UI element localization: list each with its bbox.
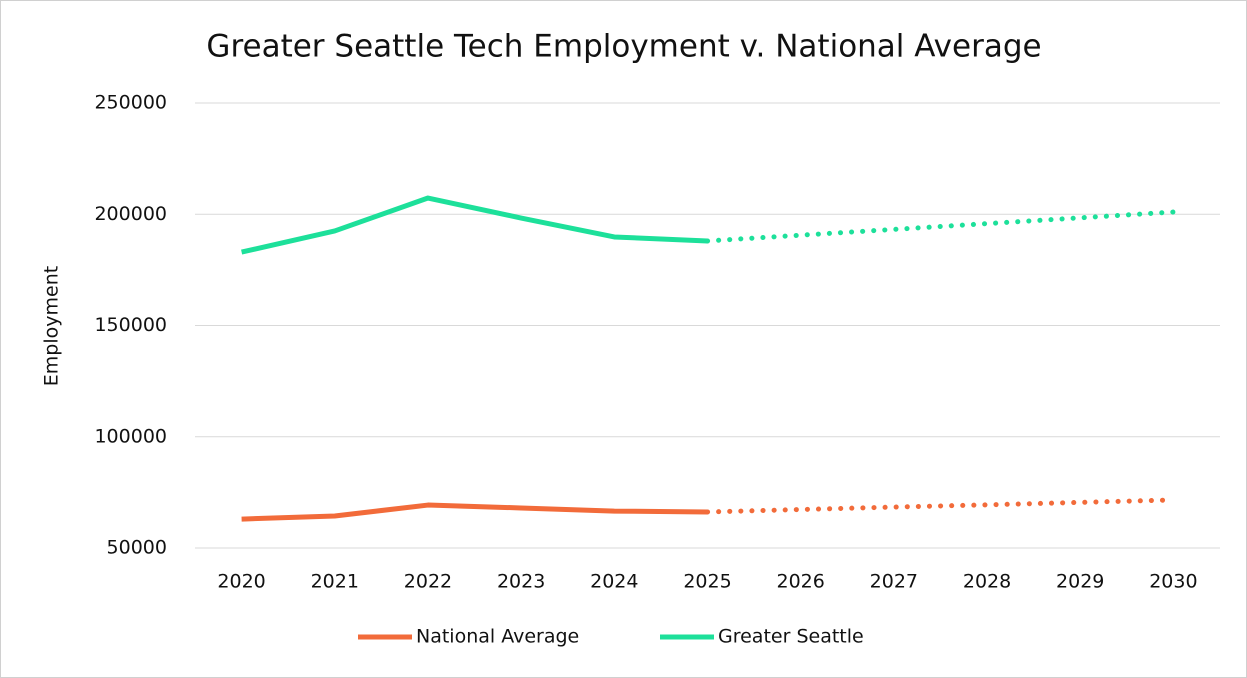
x-tick-label: 2021 bbox=[311, 571, 359, 593]
series-line bbox=[241, 502, 708, 522]
y-tick-label: 150000 bbox=[94, 314, 167, 336]
y-tick-label: 200000 bbox=[94, 203, 167, 225]
series-line-projected bbox=[705, 497, 1176, 515]
x-tick-label: 2020 bbox=[217, 571, 265, 593]
series-line bbox=[241, 195, 708, 255]
x-tick-label: 2022 bbox=[404, 571, 452, 593]
y-axis-label: Employment bbox=[41, 266, 63, 386]
series-line-projected bbox=[705, 209, 1176, 244]
y-tick-label: 250000 bbox=[94, 92, 167, 114]
legend-label: National Average bbox=[416, 626, 579, 648]
x-tick-label: 2024 bbox=[590, 571, 638, 593]
y-tick-label: 100000 bbox=[94, 425, 167, 447]
x-tick-label: 2028 bbox=[963, 571, 1011, 593]
x-tick-label: 2029 bbox=[1056, 571, 1104, 593]
x-tick-label: 2026 bbox=[777, 571, 825, 593]
x-tick-label: 2027 bbox=[870, 571, 918, 593]
y-tick-label: 50000 bbox=[107, 537, 167, 559]
x-tick-label: 2030 bbox=[1149, 571, 1197, 593]
chart-title: Greater Seattle Tech Employment v. Natio… bbox=[206, 29, 1041, 65]
legend-label: Greater Seattle bbox=[718, 626, 864, 648]
x-tick-label: 2023 bbox=[497, 571, 545, 593]
x-tick-label: 2025 bbox=[683, 571, 731, 593]
